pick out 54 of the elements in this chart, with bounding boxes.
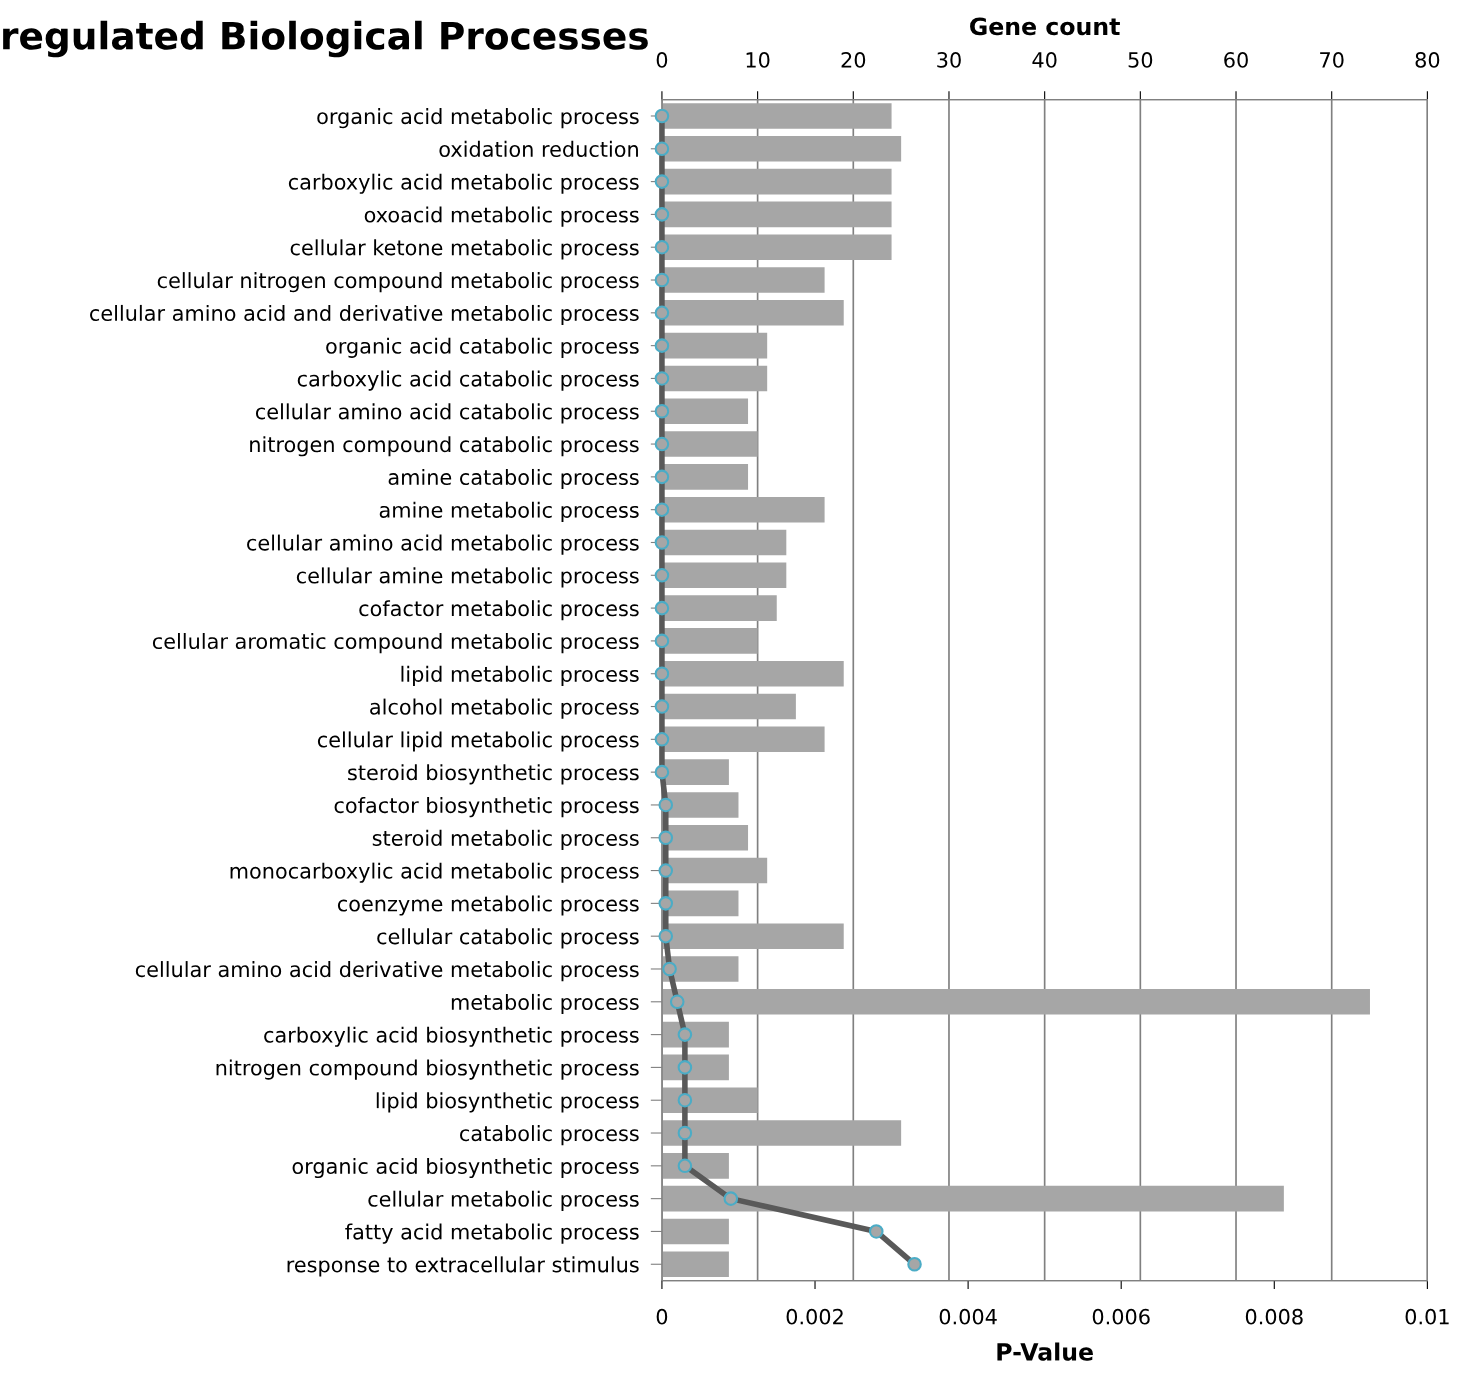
y-tick-label: organic acid metabolic process [317, 108, 639, 129]
y-tick-label: cellular amine metabolic process [296, 567, 639, 588]
x-tick-label: 0.006 [1092, 1308, 1150, 1325]
y-tick-label: cellular amino acid derivative metabolic process [135, 961, 639, 982]
y-tick-label: catabolic process [460, 1125, 639, 1146]
y-tick-label: cellular amino acid metabolic process [247, 534, 639, 555]
y-tick-label: metabolic process [451, 993, 639, 1015]
y-tick-label: lipid metabolic process [401, 665, 639, 686]
x2-tick-label: 60 [1224, 52, 1248, 68]
y-tick-label: amine metabolic process [379, 501, 639, 522]
y-tick-label: carboxylic acid biosynthetic process [264, 1026, 639, 1047]
y-tick-label: steroid biosynthetic process [348, 764, 639, 785]
y-tick-label: cellular amino acid catabolic process [255, 403, 639, 424]
y-tick-label: amine catabolic process [388, 468, 639, 490]
y-tick-label: cellular amino acid and derivative metabolic process [90, 304, 639, 326]
y-tick-label: organic acid catabolic process [326, 337, 639, 358]
y-tick-label: monocarboxylic acid metabolic process [230, 862, 639, 883]
y-tick-label: cofactor metabolic process [359, 600, 639, 621]
y-tick-label: steroid metabolic process [372, 829, 639, 850]
x2-tick-label: 30 [937, 52, 961, 68]
y-tick-label: oxidation reduction [439, 140, 638, 157]
x2-tick-label: 70 [1320, 52, 1344, 68]
y-tick-label: nitrogen compound biosynthetic process [216, 1059, 639, 1080]
x2-tick-label: 0 [656, 52, 668, 68]
y-tick-label: lipid biosynthetic process [376, 1092, 639, 1113]
x-tick-label: 0.01 [1405, 1308, 1449, 1325]
y-tick-label: response to extracellular stimulus [287, 1256, 639, 1277]
x-tick-label: 0.002 [786, 1308, 843, 1325]
y-tick-label: nitrogen compound catabolic process [250, 436, 639, 457]
x2-tick-label: 20 [841, 52, 866, 68]
y-tick-label: cellular ketone metabolic process [290, 239, 639, 260]
y-tick-label: carboxylic acid catabolic process [297, 370, 639, 391]
text: regulated Biological Processes [3, 20, 648, 58]
y-tick-label: cofactor biosynthetic process [334, 797, 639, 818]
y-tick-label: cellular catabolic process [377, 928, 639, 949]
x2-tick-label: 80 [1415, 52, 1440, 68]
y-tick-label: coenzyme metabolic process [337, 895, 639, 916]
x-tick-label: 0 [656, 1308, 668, 1325]
y-tick-label: carboxylic acid metabolic process [288, 173, 639, 194]
y-tick-label: fatty acid metabolic process [345, 1223, 639, 1244]
x-tick-label: 0.004 [939, 1308, 997, 1325]
x-tick-label: 0.008 [1245, 1308, 1303, 1325]
x2-axis-title: Gene count [970, 17, 1120, 36]
x-axis-title: P-Value [997, 1342, 1093, 1361]
x2-tick-label: 50 [1128, 52, 1153, 68]
x2-tick-label: 40 [1032, 52, 1057, 68]
y-tick-label: cellular lipid metabolic process [317, 731, 639, 752]
y-tick-label: oxoacid metabolic process [364, 206, 639, 227]
x2-tick-label: 10 [746, 52, 770, 68]
y-tick-label: organic acid biosynthetic process [292, 1157, 639, 1179]
y-tick-label: cellular metabolic process [368, 1190, 639, 1211]
y-tick-label: cellular nitrogen compound metabolic process [157, 272, 639, 293]
y-tick-label: cellular aromatic compound metabolic process [152, 632, 639, 654]
y-tick-label: alcohol metabolic process [370, 698, 639, 719]
